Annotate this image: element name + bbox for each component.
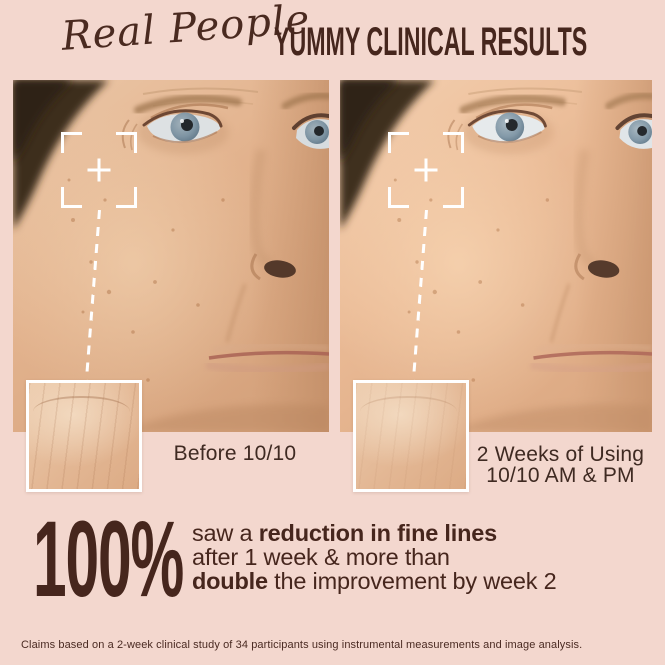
- reticle-corner: [443, 132, 464, 153]
- reticle-corner: [388, 187, 409, 208]
- disclaimer-text: Claims based on a 2-week clinical study …: [21, 639, 583, 651]
- focus-reticle-icon: [61, 132, 137, 208]
- plus-crosshair-icon: [87, 158, 111, 182]
- plus-crosshair-icon: [414, 158, 438, 182]
- after-caption: 2 Weeks of Using 10/10 AM & PM: [468, 444, 653, 486]
- after-caption-line1: 2 Weeks of Using: [476, 443, 645, 466]
- reticle-corner: [388, 132, 409, 153]
- before-caption: Before 10/10: [173, 442, 297, 465]
- stat-line-2: after 1 week & more than: [192, 544, 450, 570]
- stat-line3-bold: double: [192, 568, 268, 594]
- header-title: YUMMY CLINICAL RESULTS: [274, 20, 588, 64]
- reticle-corner: [116, 187, 137, 208]
- before-photo: [13, 80, 329, 492]
- reticle-corner: [443, 187, 464, 208]
- stat-value: 100%: [33, 498, 184, 619]
- stat-description: saw a reduction in fine lines after 1 we…: [192, 521, 557, 593]
- stat-line-1: saw a reduction in fine lines: [192, 521, 557, 545]
- reticle-corner: [116, 132, 137, 153]
- stat-line1-bold: reduction in fine lines: [258, 520, 497, 546]
- stat-line-3: double the improvement by week 2: [192, 569, 557, 593]
- after-photo: [340, 80, 652, 492]
- reticle-corner: [61, 132, 82, 153]
- skin-zoom-inset: [26, 380, 142, 492]
- stat-line3-regular: the improvement by week 2: [267, 568, 557, 594]
- stat-line1-regular: saw a: [192, 520, 259, 546]
- skin-zoom-inset: [353, 380, 469, 492]
- reticle-corner: [61, 187, 82, 208]
- after-caption-line2: 10/10 AM & PM: [486, 464, 635, 487]
- focus-reticle-icon: [388, 132, 464, 208]
